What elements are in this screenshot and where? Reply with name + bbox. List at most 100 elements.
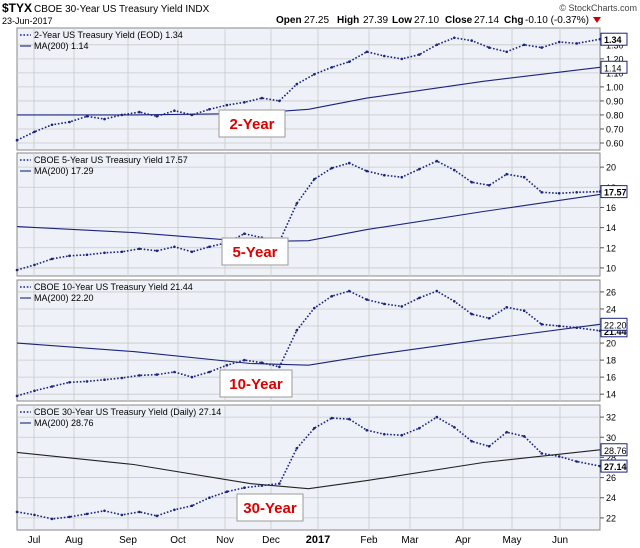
y-tick-label: 26 xyxy=(606,473,616,483)
data-point xyxy=(260,96,264,100)
x-tick-label: Aug xyxy=(65,535,83,546)
data-point xyxy=(330,294,334,298)
data-point xyxy=(365,50,369,54)
data-point xyxy=(470,312,474,316)
panel-background xyxy=(16,152,601,277)
data-point xyxy=(225,363,229,367)
series-label: 30-Year xyxy=(243,500,297,517)
data-point xyxy=(435,415,439,419)
data-point xyxy=(557,324,561,328)
data-point xyxy=(260,361,264,365)
legend-ma-label: MA(200) 28.76 xyxy=(34,418,94,428)
data-point xyxy=(50,123,54,127)
data-point xyxy=(453,425,456,429)
data-point xyxy=(190,375,194,379)
data-point xyxy=(540,452,543,455)
x-tick-label: Oct xyxy=(170,535,186,546)
y-tick-label: 14 xyxy=(606,223,616,233)
data-point xyxy=(348,289,351,293)
panel-background xyxy=(16,404,601,531)
brand: © StockCharts.com xyxy=(559,3,637,13)
series-label: 10-Year xyxy=(229,376,283,393)
series-label-box xyxy=(221,237,289,266)
data-point xyxy=(243,232,246,235)
legend-series-label: CBOE 30-Year US Treasury Yield (Daily) 2… xyxy=(34,407,221,417)
index-name: CBOE 30-Year US Treasury Yield INDX xyxy=(34,4,210,15)
x-tick-label: Mar xyxy=(401,535,419,546)
x-tick-label: Dec xyxy=(262,535,280,546)
panel-legend: 2-Year US Treasury Yield (EOD) 1.34MA(20… xyxy=(20,30,183,51)
y-tick-label: 18 xyxy=(606,356,616,366)
data-point xyxy=(522,309,526,313)
y-tick-label: 14 xyxy=(606,390,616,400)
price-series-line xyxy=(16,290,601,397)
series-label: 2-Year xyxy=(229,116,274,133)
data-point xyxy=(138,110,141,114)
ma-value-box xyxy=(600,317,628,331)
data-point xyxy=(243,358,246,362)
data-point xyxy=(138,374,141,377)
x-tick-label: Nov xyxy=(216,535,234,546)
data-point xyxy=(522,43,526,47)
price-series-line xyxy=(16,416,601,520)
data-point xyxy=(470,440,474,443)
ma-value-box xyxy=(600,60,628,74)
legend-series-label: 2-Year US Treasury Yield (EOD) 1.34 xyxy=(34,30,183,40)
data-point xyxy=(243,101,246,104)
data-point xyxy=(85,253,89,257)
chart-date: 23-Jun-2017 xyxy=(2,16,53,26)
chart-header: $TYX CBOE 30-Year US Treasury Yield INDX… xyxy=(2,1,637,26)
y-tick-label: 20 xyxy=(606,163,616,173)
data-point xyxy=(487,184,491,187)
data-point xyxy=(453,168,456,172)
data-point xyxy=(575,42,578,45)
data-point xyxy=(295,447,299,450)
data-point xyxy=(575,191,578,194)
y-tick-label: 10 xyxy=(606,263,616,273)
data-point xyxy=(418,167,421,171)
quote-row: Open 27.25 High 27.39 Low 27.10 Close 27… xyxy=(276,15,601,26)
high-value: 27.39 xyxy=(363,15,388,26)
data-point xyxy=(487,445,491,448)
data-point xyxy=(557,455,561,458)
data-point xyxy=(155,514,159,518)
data-point xyxy=(50,517,54,521)
y-tick-label: 26 xyxy=(606,287,616,297)
panel-background xyxy=(16,27,601,151)
data-point xyxy=(365,169,369,173)
legend-ma-label: MA(200) 1.14 xyxy=(34,41,89,51)
data-point xyxy=(400,57,404,61)
ma-line xyxy=(16,323,601,366)
data-point xyxy=(348,60,351,63)
data-point xyxy=(260,484,264,487)
symbol: $TYX xyxy=(2,1,32,15)
panel-background xyxy=(16,279,601,402)
data-point xyxy=(400,305,404,308)
data-point xyxy=(120,376,124,380)
data-point xyxy=(295,202,299,205)
ma-line xyxy=(16,449,601,490)
data-point xyxy=(575,460,578,463)
y-tick-label: 24 xyxy=(606,304,616,314)
data-point xyxy=(278,99,281,103)
data-point xyxy=(173,245,176,249)
data-point xyxy=(295,329,299,332)
data-point xyxy=(330,66,334,69)
y-tick-label: 22 xyxy=(606,513,616,523)
data-point xyxy=(313,426,316,430)
data-point xyxy=(348,417,351,421)
data-point xyxy=(453,36,456,40)
data-point xyxy=(435,159,439,163)
data-point xyxy=(557,40,561,44)
data-point xyxy=(138,247,141,251)
data-point xyxy=(330,166,334,170)
data-point xyxy=(190,504,194,508)
data-point xyxy=(313,306,316,310)
data-point xyxy=(435,289,439,293)
data-point xyxy=(208,245,211,249)
last-value-label: 27.14 xyxy=(604,462,627,472)
last-value-box xyxy=(600,459,628,473)
data-point xyxy=(85,380,89,383)
data-point xyxy=(50,385,54,388)
data-point xyxy=(68,254,71,258)
